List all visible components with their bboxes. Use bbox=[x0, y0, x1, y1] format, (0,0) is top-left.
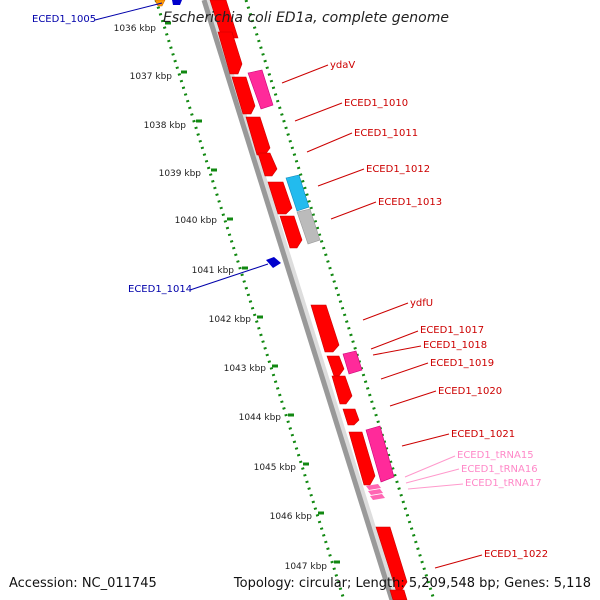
kbp-label: 1041 kbp bbox=[192, 266, 235, 276]
genome-summary-text: Topology: circular; Length: 5,209,548 bp… bbox=[233, 576, 591, 591]
gene-ydav-region[interactable] bbox=[231, 76, 256, 115]
gene-label-ydav[interactable]: ydaV bbox=[330, 60, 355, 71]
gene-label-eced1-1010[interactable]: ECED1_1010 bbox=[344, 98, 408, 109]
map-title: Escherichia coli ED1a, complete genome bbox=[163, 10, 449, 26]
gene-label-eced1-1012[interactable]: ECED1_1012 bbox=[366, 164, 430, 175]
gene-labels: ECED1_1005 ydaV ECED1_1010 ECED1_1011 EC… bbox=[32, 14, 548, 560]
kbp-label: 1037 kbp bbox=[130, 72, 173, 82]
gene-label-eced1-1019[interactable]: ECED1_1019 bbox=[430, 358, 494, 369]
feature-trna15[interactable] bbox=[366, 484, 381, 490]
gene-label-eced1-1020[interactable]: ECED1_1020 bbox=[438, 386, 502, 397]
gene-label-ydfu[interactable]: ydfU bbox=[410, 298, 433, 309]
gene-bottom[interactable] bbox=[389, 589, 408, 600]
kbp-label: 1036 kbp bbox=[114, 24, 157, 34]
gene-eced1-1010[interactable] bbox=[245, 116, 271, 156]
accession-text: Accession: NC_011745 bbox=[9, 576, 157, 591]
gene-eced1-1012[interactable] bbox=[267, 181, 293, 215]
gene-label-eced1-1011[interactable]: ECED1_1011 bbox=[354, 128, 418, 139]
gene-top[interactable] bbox=[209, 0, 239, 39]
kbp-label: 1043 kbp bbox=[224, 364, 267, 374]
kbp-label: 1046 kbp bbox=[270, 512, 313, 522]
kbp-label: 1038 kbp bbox=[144, 121, 187, 131]
gene-label-eced1-1013[interactable]: ECED1_1013 bbox=[378, 197, 442, 208]
feature-eced1-1005-blue[interactable] bbox=[172, 0, 182, 5]
kbp-ticks bbox=[165, 21, 340, 564]
kbp-label: 1042 kbp bbox=[209, 315, 252, 325]
kbp-label: 1044 kbp bbox=[239, 413, 282, 423]
gene-label-eced1-1014[interactable]: ECED1_1014 bbox=[128, 284, 192, 295]
gene-label-eced1-1018[interactable]: ECED1_1018 bbox=[423, 340, 487, 351]
gene-label-trna15[interactable]: ECED1_tRNA15 bbox=[457, 450, 534, 461]
gene-label-eced1-1005[interactable]: ECED1_1005 bbox=[32, 14, 96, 25]
gene-ydfu-region[interactable] bbox=[310, 304, 340, 353]
gene-eced1-1021[interactable] bbox=[348, 431, 376, 486]
outer-features bbox=[247, 69, 395, 500]
feature-eced1-1013-grey[interactable] bbox=[296, 208, 321, 245]
gene-label-trna16[interactable]: ECED1_tRNA16 bbox=[461, 464, 538, 475]
feature-eced1-1012-cyan[interactable] bbox=[285, 174, 310, 212]
gene-eced1-1013[interactable] bbox=[279, 215, 303, 249]
leader-lines bbox=[94, 2, 483, 569]
genome-backbone bbox=[201, 0, 395, 600]
gene-label-eced1-1017[interactable]: ECED1_1017 bbox=[420, 325, 484, 336]
feature-eced1-1018[interactable] bbox=[342, 350, 363, 375]
gene-eced1-1017[interactable] bbox=[326, 355, 345, 377]
feature-eced1-1021-magenta[interactable] bbox=[365, 425, 395, 483]
kbp-label: 1040 kbp bbox=[175, 216, 218, 226]
kbp-label: 1039 kbp bbox=[159, 169, 202, 179]
kbp-label: 1045 kbp bbox=[254, 463, 297, 473]
gene-eced1-1011[interactable] bbox=[257, 152, 278, 177]
gene-eced1-1022[interactable] bbox=[375, 526, 408, 591]
forward-genes bbox=[209, 0, 408, 600]
gene-label-eced1-1021[interactable]: ECED1_1021 bbox=[451, 429, 515, 440]
gene-top-b[interactable] bbox=[217, 31, 243, 75]
gene-eced1-1020[interactable] bbox=[342, 408, 360, 426]
feature-trna17[interactable] bbox=[370, 494, 385, 500]
kbp-label: 1047 kbp bbox=[285, 562, 328, 572]
feature-trna16[interactable] bbox=[368, 489, 383, 495]
feature-ydav[interactable] bbox=[247, 69, 274, 110]
gene-label-trna17[interactable]: ECED1_tRNA17 bbox=[465, 478, 542, 489]
kbp-labels: 1036 kbp 1037 kbp 1038 kbp 1039 kbp 1040… bbox=[114, 24, 328, 572]
gene-label-eced1-1022[interactable]: ECED1_1022 bbox=[484, 549, 548, 560]
outer-tick-ring bbox=[244, 0, 436, 600]
gene-eced1-1019[interactable] bbox=[331, 375, 353, 405]
feature-eced1-1014[interactable] bbox=[266, 257, 281, 268]
